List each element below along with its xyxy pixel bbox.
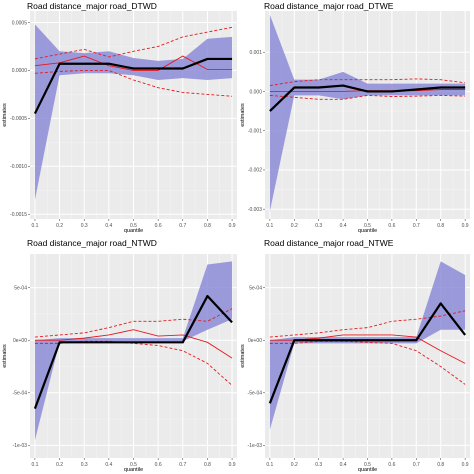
y-tick-label: 0e+00 (248, 338, 262, 344)
y-tick-label: -0.0010 (10, 164, 27, 170)
x-tick-label: 0.9 (229, 223, 236, 229)
x-tick-label: 0.2 (291, 223, 298, 229)
x-tick-label: 0.5 (364, 462, 371, 468)
x-tick-label: 0.6 (155, 462, 162, 468)
ols-ci-line (34, 26, 233, 60)
ols-ci-line (269, 310, 466, 338)
x-tick-label: 0.6 (155, 223, 162, 229)
x-tick-label: 0.8 (204, 223, 211, 229)
x-axis-label: quantile (124, 467, 143, 473)
x-tick-label: 0.2 (56, 462, 63, 468)
y-tick-label: -0.0005 (10, 116, 27, 122)
x-tick-label: 0.1 (266, 462, 273, 468)
chart-title: Road distance_major road_NTWD (27, 238, 157, 248)
ols-ci-line (269, 94, 466, 100)
x-tick-label: 0.4 (105, 462, 112, 468)
confidence-band (269, 261, 466, 430)
x-tick-label: 0.1 (266, 223, 273, 229)
x-tick-label: 0.5 (130, 223, 137, 229)
y-axis-label: estimates (240, 344, 246, 368)
x-tick-label: 0.5 (364, 223, 371, 229)
chart-title: Road distance_major road_DTWD (27, 1, 157, 11)
y-tick-label: -5e-04 (13, 391, 28, 397)
y-tick-label: 0e+00 (13, 338, 27, 344)
y-tick-label: 5e-04 (249, 285, 262, 291)
x-tick-label: 0.7 (413, 223, 420, 229)
ols-ci-line (34, 69, 233, 97)
x-axis-label: quantile (358, 467, 377, 473)
x-tick-label: 0.4 (340, 223, 347, 229)
x-tick-label: 0.8 (437, 462, 444, 468)
x-tick-label: 0.2 (56, 223, 63, 229)
x-tick-label: 0.1 (31, 462, 38, 468)
y-axis-label: estimates (240, 103, 246, 127)
estimate-line (33, 294, 233, 409)
x-tick-label: 0.3 (315, 223, 322, 229)
x-tick-label: 0.4 (105, 223, 112, 229)
x-tick-label: 0.3 (81, 462, 88, 468)
confidence-band (34, 261, 233, 441)
ols-line (34, 55, 233, 71)
y-tick-label: -5e-04 (248, 391, 263, 397)
y-tick-label: -0.001 (248, 128, 262, 134)
x-tick-label: 0.9 (462, 223, 469, 229)
x-tick-label: 0.8 (204, 462, 211, 468)
x-tick-label: 0.1 (31, 223, 38, 229)
estimate-line (269, 84, 466, 112)
y-tick-label: -0.002 (248, 168, 262, 174)
x-tick-label: 0.4 (340, 462, 347, 468)
y-tick-label: -1e-03 (13, 443, 28, 449)
y-axis-label: estimates (2, 103, 8, 127)
y-tick-label: 0.000 (249, 89, 262, 95)
y-tick-label: -0.0015 (10, 212, 27, 218)
chart-panel-1: Road distance_major road_DTWD 0.1 0.2 0.3 0.… (2, 1, 237, 234)
chart-panel-2: Road distance_major road_DTWE 0.1 0.2 0.3 0.… (240, 1, 470, 234)
ols-ci-line (269, 78, 466, 87)
chart-title: Road distance_major road_DTWE (264, 1, 394, 11)
data-layer (268, 261, 466, 430)
x-tick-label: 0.9 (229, 462, 236, 468)
estimate-line (268, 302, 466, 404)
data-layer (269, 14, 466, 212)
x-tick-label: 0.2 (291, 462, 298, 468)
chart-title: Road distance_major road_NTWE (264, 238, 394, 248)
x-axis-label: quantile (358, 228, 377, 234)
x-tick-label: 0.6 (388, 462, 395, 468)
x-tick-label: 0.8 (437, 223, 444, 229)
data-layer (33, 24, 233, 200)
x-tick-label: 0.9 (462, 462, 469, 468)
y-tick-label: 0.001 (249, 50, 262, 56)
ols-line (34, 329, 233, 359)
x-axis-label: quantile (124, 228, 143, 234)
y-tick-label: -1e-03 (248, 443, 263, 449)
ols-ci-line (269, 340, 466, 385)
x-tick-label: 0.3 (81, 223, 88, 229)
chart-panel-3: Road distance_major road_NTWD 0.1 0.2 0.3 0.… (2, 238, 237, 473)
y-axis-label: estimates (2, 344, 8, 368)
y-tick-label: 0.0005 (12, 20, 28, 26)
x-tick-label: 0.7 (179, 223, 186, 229)
x-tick-label: 0.7 (413, 462, 420, 468)
estimate-line (33, 57, 233, 115)
y-tick-label: -0.003 (248, 207, 262, 213)
x-tick-label: 0.5 (130, 462, 137, 468)
x-tick-label: 0.3 (315, 462, 322, 468)
y-tick-label: 0.0000 (12, 68, 28, 74)
x-tick-label: 0.6 (388, 223, 395, 229)
ols-ci-line (34, 308, 233, 338)
chart-panel-4: Road distance_major road_NTWE 0.1 0.2 0.3 0.… (240, 238, 470, 473)
x-tick-label: 0.7 (179, 462, 186, 468)
data-layer (33, 261, 233, 441)
y-tick-label: 5e-04 (14, 285, 27, 291)
